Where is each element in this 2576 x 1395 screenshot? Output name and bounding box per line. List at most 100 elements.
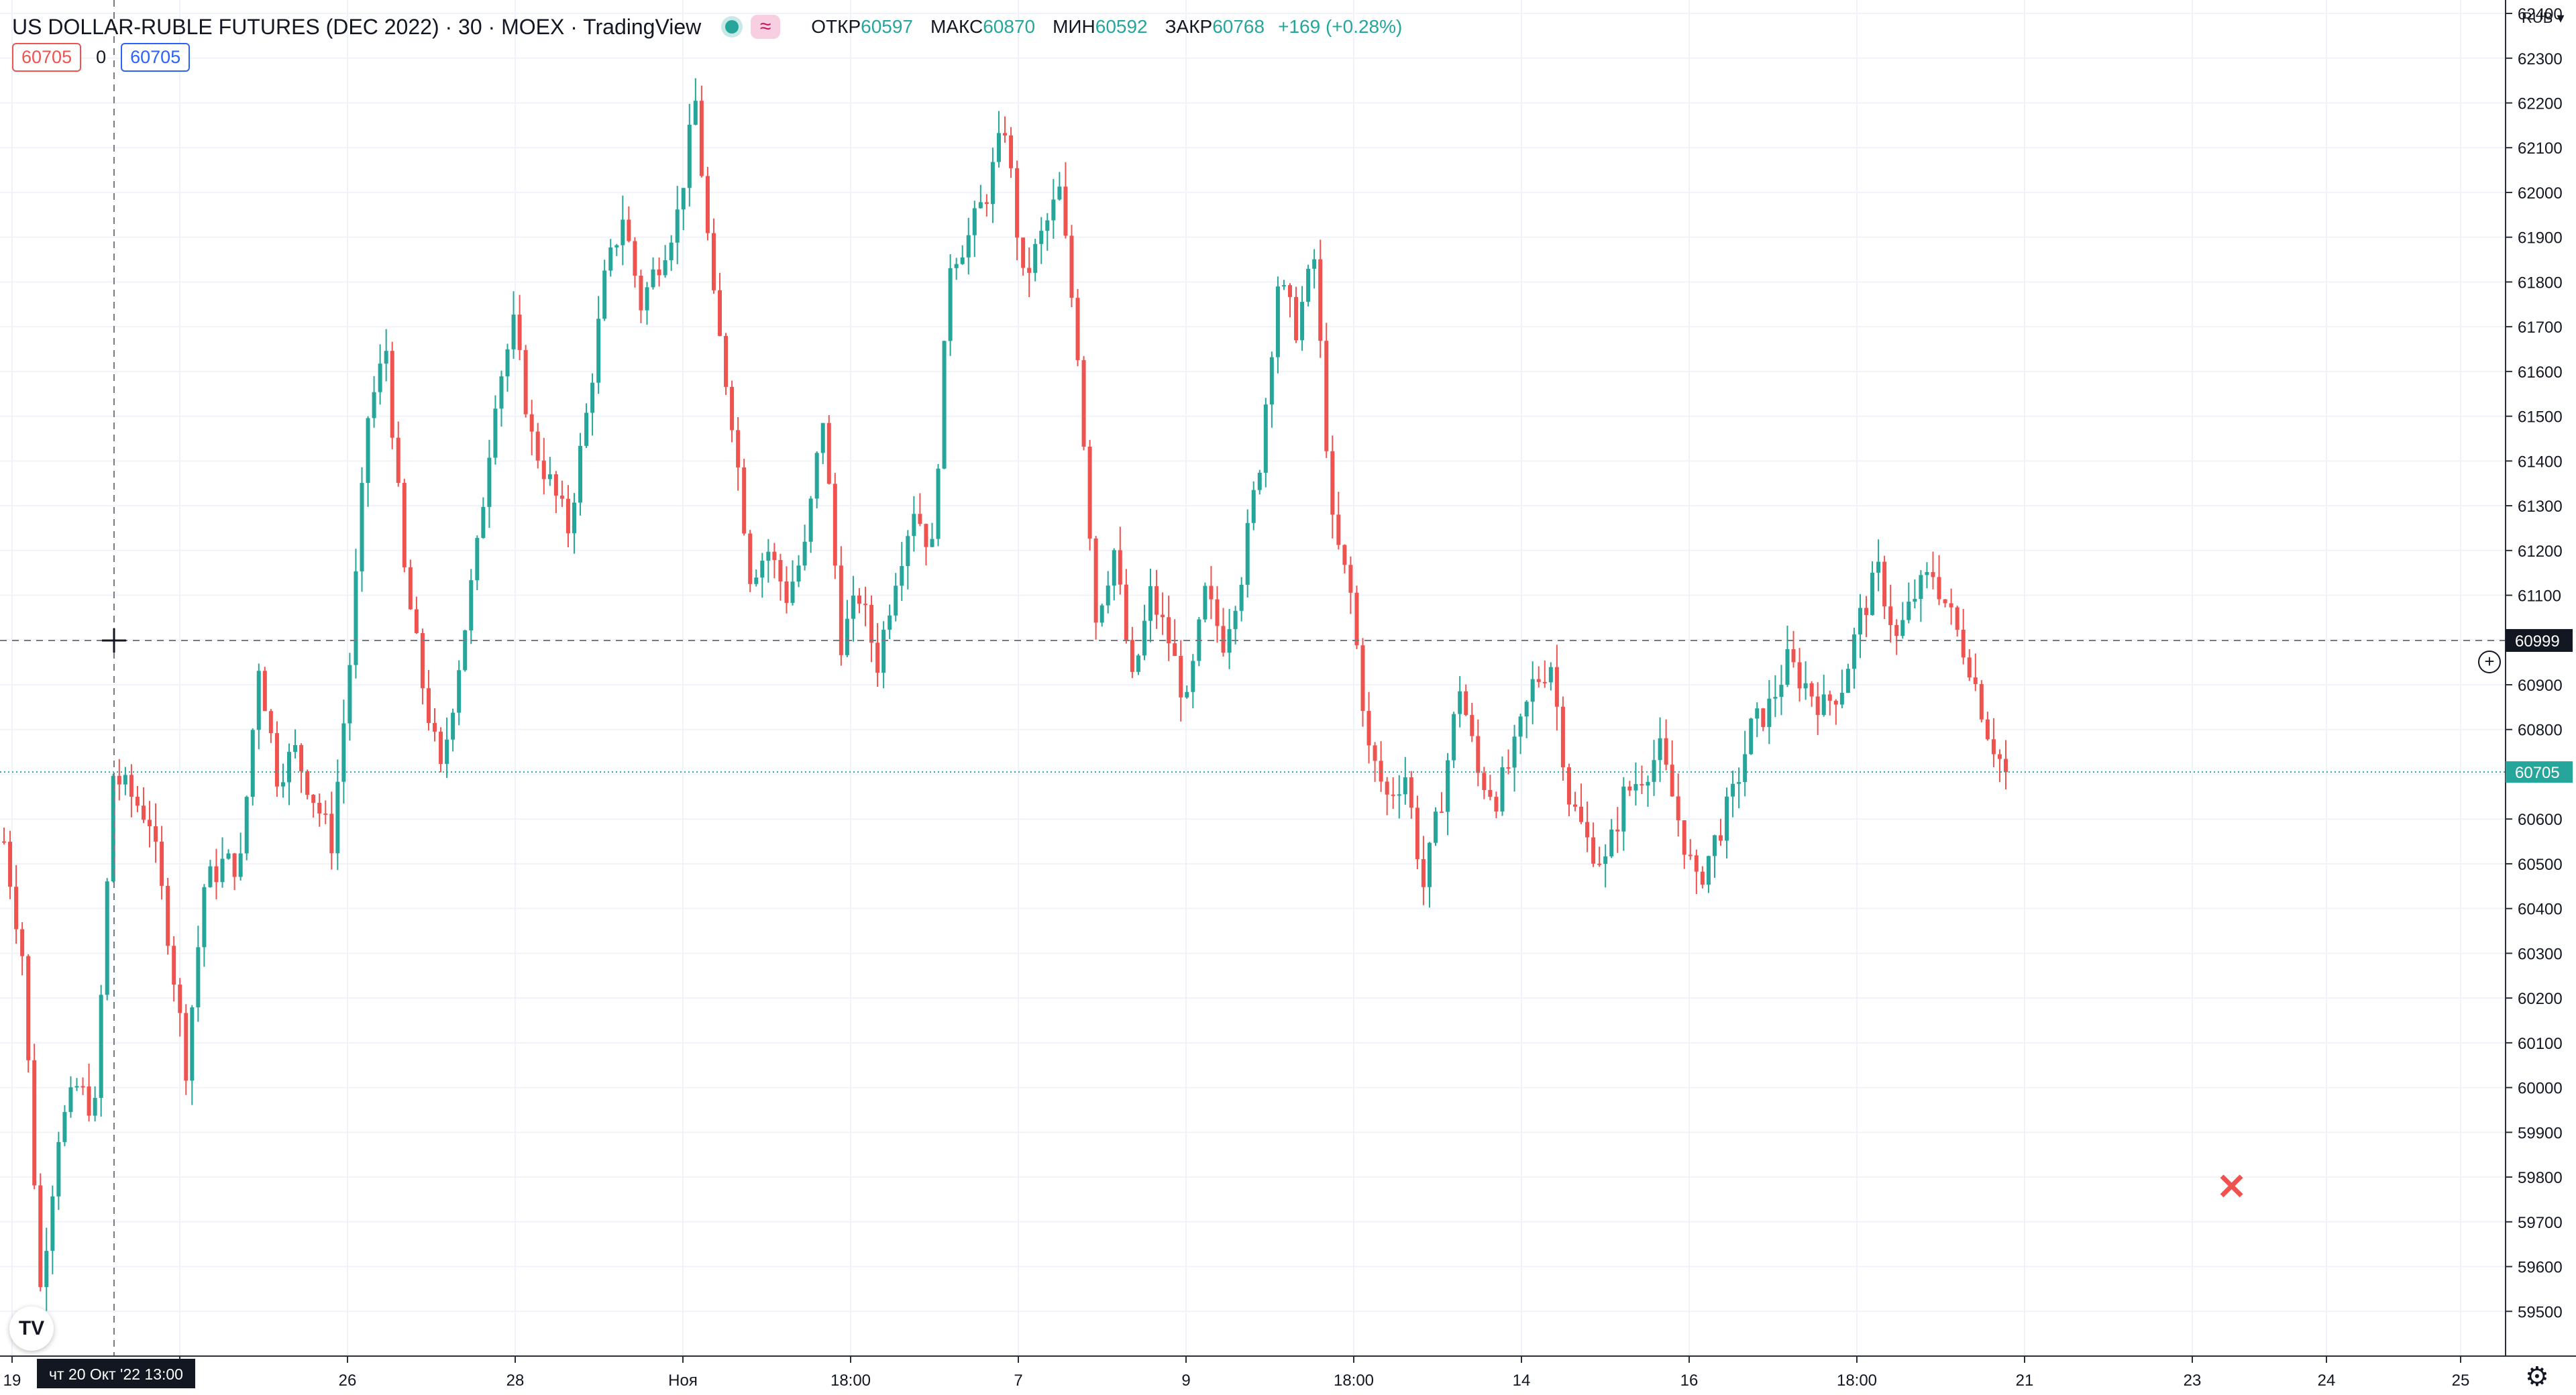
high-label: МАКС bbox=[930, 16, 983, 37]
candle-body bbox=[1943, 599, 1947, 604]
candle-body bbox=[796, 565, 801, 582]
candle-body bbox=[1640, 784, 1644, 786]
candle-body bbox=[1239, 584, 1244, 611]
candle-body bbox=[1894, 624, 1899, 636]
candle-body bbox=[50, 1196, 55, 1251]
time-tick-label: 9 bbox=[1181, 1372, 1190, 1390]
candle-body bbox=[687, 124, 692, 188]
chart-grid bbox=[0, 0, 2506, 1356]
candle-body bbox=[918, 514, 922, 524]
buy-price-button[interactable]: 60705 bbox=[121, 43, 191, 72]
price-tick-label: 60800 bbox=[2518, 722, 2563, 740]
candle-body bbox=[924, 524, 928, 547]
candle-body bbox=[663, 260, 667, 276]
price-tick-label: 61700 bbox=[2518, 319, 2563, 337]
candle-body bbox=[202, 887, 207, 948]
symbol-title[interactable]: US DOLLAR-RUBLE FUTURES (DEC 2022) · 30 … bbox=[12, 14, 702, 39]
wave-icon[interactable]: ≈ bbox=[751, 15, 781, 39]
candle-body bbox=[268, 711, 273, 734]
candle-body bbox=[802, 541, 807, 566]
candle-body bbox=[1185, 691, 1189, 698]
time-axis[interactable]: 19242628Ноя18:007918:00141618:0021232425… bbox=[0, 1355, 2576, 1390]
candle-body bbox=[1609, 829, 1614, 856]
candle-body bbox=[129, 775, 133, 797]
candle-body bbox=[954, 264, 959, 268]
candle-body bbox=[1215, 599, 1220, 626]
candle-body bbox=[1373, 745, 1377, 761]
low-label: МИН bbox=[1053, 16, 1095, 37]
price-tick-label: 60200 bbox=[2518, 990, 2563, 1008]
sell-price-button[interactable]: 60705 bbox=[12, 43, 82, 72]
candle-body bbox=[675, 209, 680, 243]
candle-body bbox=[184, 1013, 189, 1081]
price-tick-label: 61400 bbox=[2518, 453, 2563, 471]
candle-body bbox=[1688, 854, 1693, 856]
add-alert-plus-icon[interactable]: + bbox=[2478, 651, 2501, 673]
candle-body bbox=[1155, 586, 1159, 615]
candle-body bbox=[960, 257, 965, 264]
price-tick-label: 60500 bbox=[2518, 856, 2563, 874]
gear-icon[interactable]: ⚙ bbox=[2525, 1362, 2549, 1392]
candle-body bbox=[784, 581, 789, 603]
candle-body bbox=[778, 560, 783, 581]
candle-body bbox=[274, 733, 279, 787]
candle-body bbox=[1670, 765, 1674, 797]
candle-body bbox=[505, 349, 510, 377]
candle-body bbox=[906, 536, 910, 566]
tradingview-logo-icon[interactable]: TV bbox=[9, 1306, 54, 1351]
time-tick-label: 23 bbox=[2184, 1372, 2202, 1390]
price-tick-label: 59500 bbox=[2518, 1303, 2563, 1321]
candle-body bbox=[1761, 708, 1766, 727]
candle-body bbox=[226, 853, 231, 859]
candle-body bbox=[614, 245, 619, 247]
chart-overlay-lines bbox=[0, 0, 2506, 1356]
candle-body bbox=[214, 866, 219, 883]
candle-body bbox=[1397, 794, 1401, 796]
candle-body bbox=[178, 985, 182, 1013]
time-tick-label: 16 bbox=[1680, 1372, 1699, 1390]
candle-body bbox=[1106, 585, 1110, 606]
candle-body bbox=[20, 929, 25, 956]
candle-body bbox=[1633, 784, 1638, 791]
last-price-tag bbox=[2506, 761, 2573, 783]
price-tick-label: 59700 bbox=[2518, 1214, 2563, 1232]
candle-body bbox=[1646, 781, 1650, 786]
candle-body bbox=[881, 629, 886, 673]
close-marker-icon[interactable]: ✕ bbox=[2216, 1167, 2247, 1207]
candle-body bbox=[1500, 767, 1505, 812]
candle-body bbox=[559, 495, 564, 499]
candle-body bbox=[1851, 634, 1856, 669]
spread-value: 0 bbox=[96, 47, 107, 67]
candle-body bbox=[930, 539, 934, 547]
candle-body bbox=[14, 887, 19, 930]
candle-body bbox=[487, 457, 492, 507]
candle-body bbox=[1269, 357, 1274, 405]
candle-body bbox=[602, 270, 607, 319]
candle-body bbox=[347, 665, 352, 724]
price-tick-label: 62400 bbox=[2518, 5, 2563, 23]
candle-body bbox=[1221, 626, 1226, 653]
candle-body bbox=[256, 671, 261, 730]
candle-body bbox=[1664, 738, 1668, 765]
candle-body bbox=[1560, 706, 1565, 768]
candle-body bbox=[384, 351, 388, 364]
candle-body bbox=[1731, 783, 1735, 797]
candle-body bbox=[317, 802, 322, 814]
price-axis[interactable]: 59500 59600 59700 59800 59900 60000 60100 60200… bbox=[2505, 0, 2576, 1395]
candle-body bbox=[220, 858, 225, 883]
candle-body bbox=[354, 571, 358, 665]
time-tick-label: Ноя bbox=[668, 1372, 698, 1390]
candle-body bbox=[196, 947, 201, 1008]
candle-body bbox=[1682, 820, 1686, 855]
candle-body bbox=[190, 1007, 195, 1081]
candle-body bbox=[1391, 794, 1395, 796]
candle-body bbox=[1318, 259, 1323, 341]
candle-body bbox=[990, 162, 995, 205]
candle-body bbox=[1506, 767, 1511, 769]
candle-body bbox=[1737, 782, 1741, 784]
candle-body bbox=[1452, 714, 1456, 761]
candle-body bbox=[341, 723, 346, 782]
candle-body bbox=[1342, 545, 1347, 565]
candle-body bbox=[1348, 565, 1353, 593]
